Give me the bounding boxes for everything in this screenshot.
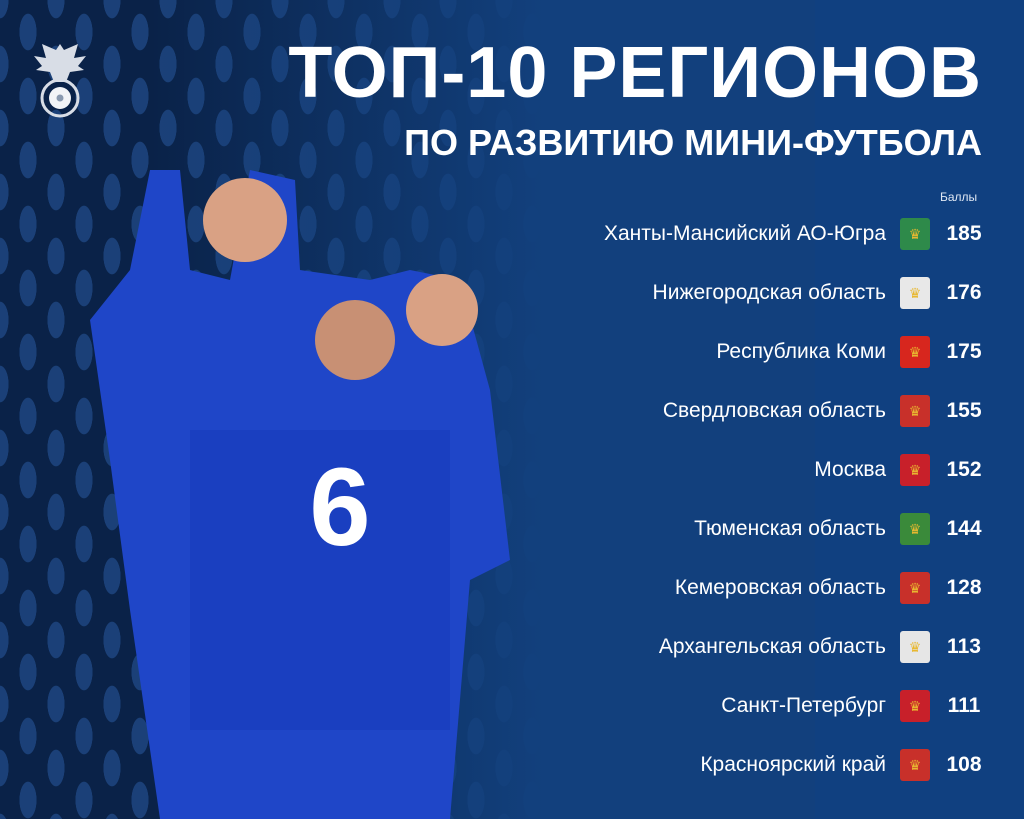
ranking-row: Республика Коми ♛ 175 bbox=[520, 332, 990, 372]
ranking-row: Красноярский край ♛ 108 bbox=[520, 745, 990, 785]
region-name: Архангельская область bbox=[658, 635, 886, 658]
region-score: 175 bbox=[946, 340, 982, 363]
sverdlovsk-coat-of-arms-icon: ♛ bbox=[900, 395, 930, 427]
saint-petersburg-coat-of-arms-icon: ♛ bbox=[900, 690, 930, 722]
region-name: Свердловская область bbox=[662, 399, 886, 422]
krasnoyarsk-coat-of-arms-icon: ♛ bbox=[900, 749, 930, 781]
region-score: 108 bbox=[946, 753, 982, 776]
region-score: 155 bbox=[946, 399, 982, 422]
ranking-row: Архангельская область ♛ 113 bbox=[520, 627, 990, 667]
region-name: Красноярский край bbox=[700, 753, 886, 776]
kemerovo-coat-of-arms-icon: ♛ bbox=[900, 572, 930, 604]
football-union-logo bbox=[34, 44, 86, 118]
page-subtitle: ПО РАЗВИТИЮ МИНИ-ФУТБОЛА bbox=[404, 122, 982, 163]
nizhny-novgorod-coat-of-arms-icon: ♛ bbox=[900, 277, 930, 309]
region-name: Ханты-Мансийский АО-Югра bbox=[603, 222, 886, 245]
ranking-row: Свердловская область ♛ 155 bbox=[520, 391, 990, 431]
region-score: 176 bbox=[946, 281, 982, 304]
region-name: Москва bbox=[814, 458, 886, 481]
page-title: ТОП-10 РЕГИОНОВ bbox=[288, 33, 982, 113]
tyumen-coat-of-arms-icon: ♛ bbox=[900, 513, 930, 545]
region-name: Нижегородская область bbox=[652, 281, 886, 304]
ranking-row: Санкт-Петербург ♛ 111 bbox=[520, 686, 990, 726]
ranking-row: Москва ♛ 152 bbox=[520, 450, 990, 490]
region-score: 111 bbox=[947, 694, 981, 717]
ranking-row: Кемеровская область ♛ 128 bbox=[520, 568, 990, 608]
region-score: 144 bbox=[946, 517, 982, 540]
score-column-header: Баллы bbox=[940, 190, 978, 204]
players-photo: 6 bbox=[90, 170, 510, 819]
region-name: Тюменская область bbox=[694, 517, 886, 540]
arkhangelsk-coat-of-arms-icon: ♛ bbox=[900, 631, 930, 663]
region-name: Санкт-Петербург bbox=[721, 694, 886, 717]
region-name: Кемеровская область bbox=[674, 576, 886, 599]
moscow-coat-of-arms-icon: ♛ bbox=[900, 454, 930, 486]
region-name: Республика Коми bbox=[716, 340, 886, 363]
svg-text:6: 6 bbox=[309, 446, 370, 569]
region-score: 152 bbox=[946, 458, 982, 481]
ranking-row: Тюменская область ♛ 144 bbox=[520, 509, 990, 549]
ranking-row: Нижегородская область ♛ 176 bbox=[520, 273, 990, 313]
region-score: 185 bbox=[946, 222, 982, 245]
ranking-row: Ханты-Мансийский АО-Югра ♛ 185 bbox=[520, 214, 990, 254]
region-score: 113 bbox=[947, 635, 981, 658]
region-score: 128 bbox=[946, 576, 982, 599]
komi-coat-of-arms-icon: ♛ bbox=[900, 336, 930, 368]
khmao-coat-of-arms-icon: ♛ bbox=[900, 218, 930, 250]
